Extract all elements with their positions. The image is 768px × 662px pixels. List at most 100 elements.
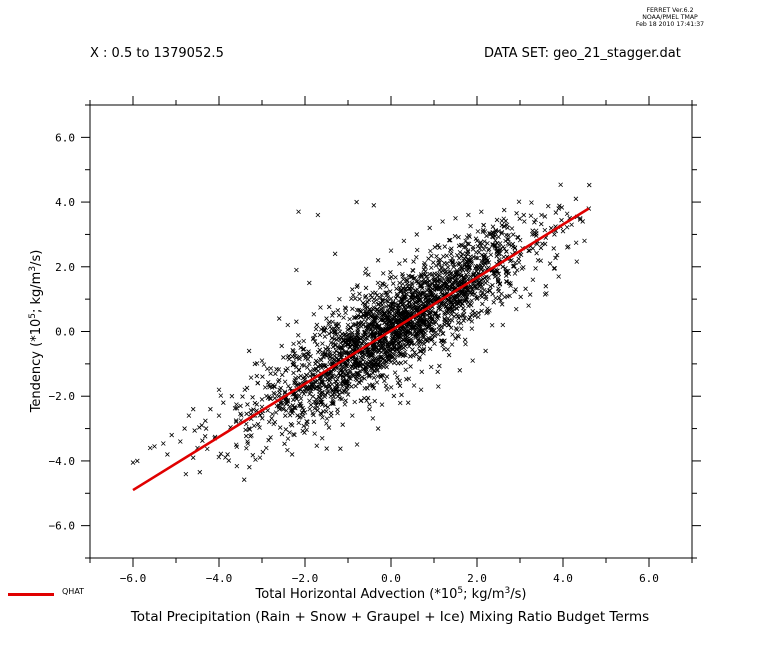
scatter-point: [432, 244, 438, 250]
scatter-point: [468, 257, 474, 263]
scatter-point: [329, 335, 335, 341]
scatter-point: [365, 299, 370, 305]
scatter-point: [446, 237, 452, 243]
scatter-point: [443, 269, 449, 275]
scatter-point: [282, 389, 288, 395]
scatter-point: [307, 280, 312, 286]
scatter-point: [335, 377, 340, 382]
scatter-point: [373, 320, 378, 326]
scatter-point: [530, 277, 536, 283]
scatter-point: [380, 355, 385, 360]
scatter-point: [356, 379, 362, 385]
scatter-point: [521, 212, 527, 218]
scatter-point: [394, 286, 399, 291]
scatter-point: [492, 245, 498, 250]
scatter-point: [225, 452, 230, 457]
scatter-point: [358, 336, 364, 342]
scatter-point: [411, 383, 417, 388]
scatter-point: [320, 341, 325, 346]
scatter-point: [310, 383, 315, 389]
scatter-point: [506, 271, 512, 277]
scatter-point: [248, 375, 254, 380]
scatter-point: [440, 286, 446, 291]
scatter-point: [472, 310, 478, 316]
scatter-point: [367, 402, 372, 407]
scatter-point: [557, 203, 562, 209]
scatter-point: [363, 285, 369, 291]
scatter-point: [422, 337, 428, 343]
scatter-point: [350, 413, 355, 418]
scatter-point: [362, 295, 368, 300]
scatter-point: [404, 298, 410, 304]
scatter-point: [487, 288, 493, 293]
scatter-point: [499, 302, 505, 307]
scatter-point: [401, 294, 407, 300]
scatter-point: [577, 215, 583, 221]
scatter-point: [554, 252, 560, 258]
scatter-point: [397, 261, 402, 266]
scatter-point: [465, 251, 470, 257]
scatter-point: [385, 357, 391, 363]
scatter-point: [437, 267, 442, 273]
scatter-point: [399, 311, 404, 316]
scatter-point: [414, 331, 419, 337]
scatter-point: [381, 310, 387, 316]
scatter-point: [399, 392, 404, 398]
scatter-point: [242, 387, 248, 393]
scatter-point: [451, 262, 457, 268]
scatter-point: [297, 354, 302, 359]
scatter-point: [349, 384, 354, 389]
scatter-point: [396, 319, 401, 324]
scatter-point: [294, 355, 299, 361]
scatter-point: [301, 338, 306, 344]
scatter-point: [316, 385, 322, 391]
scatter-point: [405, 334, 410, 339]
scatter-point: [319, 389, 325, 395]
scatter-point: [462, 337, 468, 343]
scatter-point: [397, 285, 402, 290]
scatter-point: [313, 396, 319, 402]
scatter-point: [412, 341, 417, 347]
scatter-point: [200, 438, 205, 443]
scatter-point: [281, 406, 286, 412]
scatter-point: [432, 330, 438, 336]
scatter-point: [463, 291, 468, 297]
scatter-point: [388, 296, 394, 301]
scatter-point: [447, 279, 453, 284]
scatter-point: [460, 267, 465, 273]
scatter-point: [250, 452, 256, 458]
scatter-point: [427, 346, 433, 352]
scatter-point: [479, 308, 484, 314]
scatter-point: [547, 261, 553, 266]
scatter-point: [469, 298, 475, 303]
scatter-point: [347, 316, 352, 322]
scatter-point: [400, 292, 406, 297]
scatter-point: [397, 383, 403, 389]
scatter-point: [395, 375, 400, 380]
scatter-point: [382, 311, 388, 316]
scatter-point: [358, 324, 364, 329]
scatter-point: [387, 289, 393, 294]
scatter-point: [311, 335, 316, 341]
scatter-point: [350, 361, 356, 367]
scatter-point: [343, 379, 349, 385]
scatter-point: [302, 389, 308, 394]
scatter-point: [552, 266, 558, 271]
scatter-point: [296, 209, 301, 215]
scatter-point: [245, 441, 251, 446]
scatter-point: [249, 433, 254, 438]
scatter-point: [427, 271, 433, 277]
scatter-point: [338, 446, 343, 451]
scatter-point: [401, 345, 407, 351]
scatter-point: [295, 332, 301, 338]
scatter-point: [540, 241, 545, 247]
scatter-point: [313, 361, 318, 367]
scatter-point: [371, 375, 377, 380]
scatter-point: [474, 238, 480, 244]
scatter-point: [441, 254, 446, 259]
x-tick-label: 6.0: [639, 572, 659, 585]
scatter-point: [460, 305, 466, 311]
scatter-point: [483, 280, 488, 286]
scatter-point: [492, 230, 498, 235]
scatter-point: [358, 308, 363, 313]
